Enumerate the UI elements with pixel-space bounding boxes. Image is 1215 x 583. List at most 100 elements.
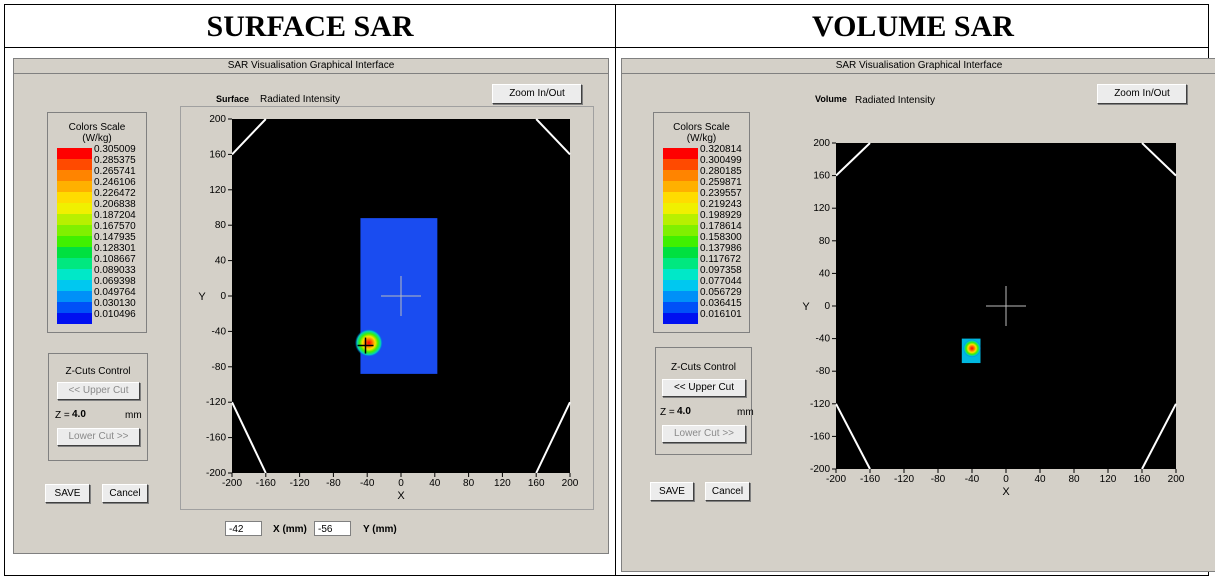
color-scale-swatch: [57, 258, 92, 269]
color-scale-value: 0.097358: [700, 265, 742, 276]
color-scale-swatch: [57, 192, 92, 203]
x-tick-label: -40: [360, 478, 375, 489]
plot-frame: [180, 106, 594, 510]
x-tick-label: 40: [1034, 474, 1046, 485]
color-scale-swatch: [57, 159, 92, 170]
color-scale-swatch: [57, 214, 92, 225]
sar-hotspot: [963, 339, 981, 358]
color-scale-value: 0.265741: [94, 166, 136, 177]
save-button[interactable]: SAVE: [45, 484, 90, 503]
y-tick-label: 80: [819, 236, 831, 247]
color-scale-title: Colors Scale (W/kg): [68, 122, 126, 144]
y-tick-label: -200: [810, 464, 830, 475]
color-scale-swatch: [663, 170, 698, 181]
x-tick-label: -200: [222, 478, 242, 489]
zoom-button[interactable]: Zoom In/Out: [492, 84, 582, 104]
color-scale-swatch: [663, 269, 698, 280]
upper-cut-button[interactable]: << Upper Cut: [57, 382, 140, 400]
color-scale-value: 0.305009: [94, 144, 136, 155]
color-scale-value: 0.137986: [700, 243, 742, 254]
color-scale-value: 0.077044: [700, 276, 742, 287]
sar-plot[interactable]: -200 -160 -120 -80 -40 0 40 80 120 160 200 200 160 12…: [622, 59, 1215, 573]
color-scale-value: 0.128301: [94, 243, 136, 254]
lower-cut-button[interactable]: Lower Cut >>: [57, 428, 140, 446]
y-tick-label: 120: [813, 203, 830, 214]
color-scale-value: 0.178614: [700, 221, 742, 232]
color-scale-swatch: [663, 159, 698, 170]
color-scale-swatch: [663, 236, 698, 247]
x-axis-label: X: [397, 490, 405, 502]
y-tick-label: 40: [819, 268, 831, 279]
y-tick-label: 160: [813, 171, 830, 182]
color-scale-value: 0.089033: [94, 265, 136, 276]
color-scale-swatch: [57, 203, 92, 214]
zoom-button[interactable]: Zoom In/Out: [1097, 84, 1187, 104]
y-tick-label: -80: [212, 362, 227, 373]
y-axis-label: Y: [802, 301, 810, 313]
y-tick-label: -120: [810, 399, 830, 410]
y-tick-label: -80: [816, 366, 831, 377]
color-scale-swatch: [663, 225, 698, 236]
color-scale-value: 0.320814: [700, 144, 742, 155]
z-value: 4.0: [677, 406, 691, 417]
z-label: Z =: [660, 407, 675, 418]
sar-hotspot: [354, 328, 383, 357]
save-button[interactable]: SAVE: [650, 482, 694, 501]
boundary-line: [231, 118, 267, 156]
mode-label: Surface: [216, 94, 250, 104]
x-tick-label: -160: [256, 478, 276, 489]
color-scale-value: 0.030130: [94, 298, 136, 309]
z-unit: mm: [737, 407, 754, 418]
sar-plot[interactable]: -200 -160 -120 -80 -40 0 40 80 120 160 200 200 160 12…: [14, 59, 610, 555]
x-tick-label: -80: [931, 474, 946, 485]
x-tick-label: -120: [894, 474, 914, 485]
z-unit: mm: [125, 410, 142, 421]
color-scale-swatch: [663, 247, 698, 258]
figure-table: SURFACE SAR VOLUME SAR SAR Visualisation…: [4, 4, 1215, 576]
color-scale-title: Colors Scale (W/kg): [673, 122, 730, 144]
boundary-line: [535, 118, 571, 156]
boundary-line: [1141, 403, 1177, 470]
color-scale-swatch: [57, 170, 92, 181]
x-axis-label: X: [1002, 486, 1010, 498]
color-scale-value: 0.187204: [94, 210, 136, 221]
y-tick-label: -40: [212, 326, 227, 337]
color-scale-swatch: [663, 280, 698, 291]
color-scale-value: 0.167570: [94, 221, 136, 232]
color-scale-value: 0.036415: [700, 298, 742, 309]
y-tick-label: -200: [206, 468, 226, 479]
y-coordinate-field[interactable]: -56: [314, 521, 351, 536]
boundary-line: [835, 142, 871, 177]
x-coordinate-field[interactable]: -42: [225, 521, 262, 536]
lower-cut-button[interactable]: Lower Cut >>: [662, 425, 746, 443]
color-scale-swatch: [57, 291, 92, 302]
z-cuts-title: Z-Cuts Control: [65, 366, 131, 377]
x-tick-label: 160: [528, 478, 545, 489]
y-tick-label: 160: [209, 149, 226, 160]
color-scale-swatch: [663, 313, 698, 324]
x-tick-label: 200: [562, 478, 579, 489]
x-tick-label: -120: [290, 478, 310, 489]
intensity-label: Radiated Intensity: [260, 94, 341, 105]
color-scale-swatch: [57, 247, 92, 258]
upper-cut-button[interactable]: << Upper Cut: [662, 379, 746, 397]
color-scale-value: 0.226472: [94, 188, 136, 199]
x-tick-label: -200: [826, 474, 846, 485]
color-scale-swatch: [57, 225, 92, 236]
color-scale-swatch: [57, 280, 92, 291]
cancel-button[interactable]: Cancel: [102, 484, 148, 503]
color-scale-value: 0.010496: [94, 309, 136, 320]
window-title: SAR Visualisation Graphical Interface: [622, 59, 1215, 74]
y-tick-label: 40: [215, 256, 227, 267]
color-scale-swatch: [57, 269, 92, 280]
color-scale-value: 0.259871: [700, 177, 742, 188]
color-scale-value: 0.198929: [700, 210, 742, 221]
color-scale-box: Colors Scale (W/kg) 0.305009 0.285375 0.265…: [47, 112, 147, 333]
cancel-button[interactable]: Cancel: [705, 482, 750, 501]
color-scale-swatch: [663, 214, 698, 225]
color-scale-value: 0.280185: [700, 166, 742, 177]
x-coordinate-label: X (mm): [273, 524, 307, 535]
x-tick-label: -80: [326, 478, 341, 489]
color-scale-swatch: [663, 192, 698, 203]
color-scale-value: 0.219243: [700, 199, 742, 210]
